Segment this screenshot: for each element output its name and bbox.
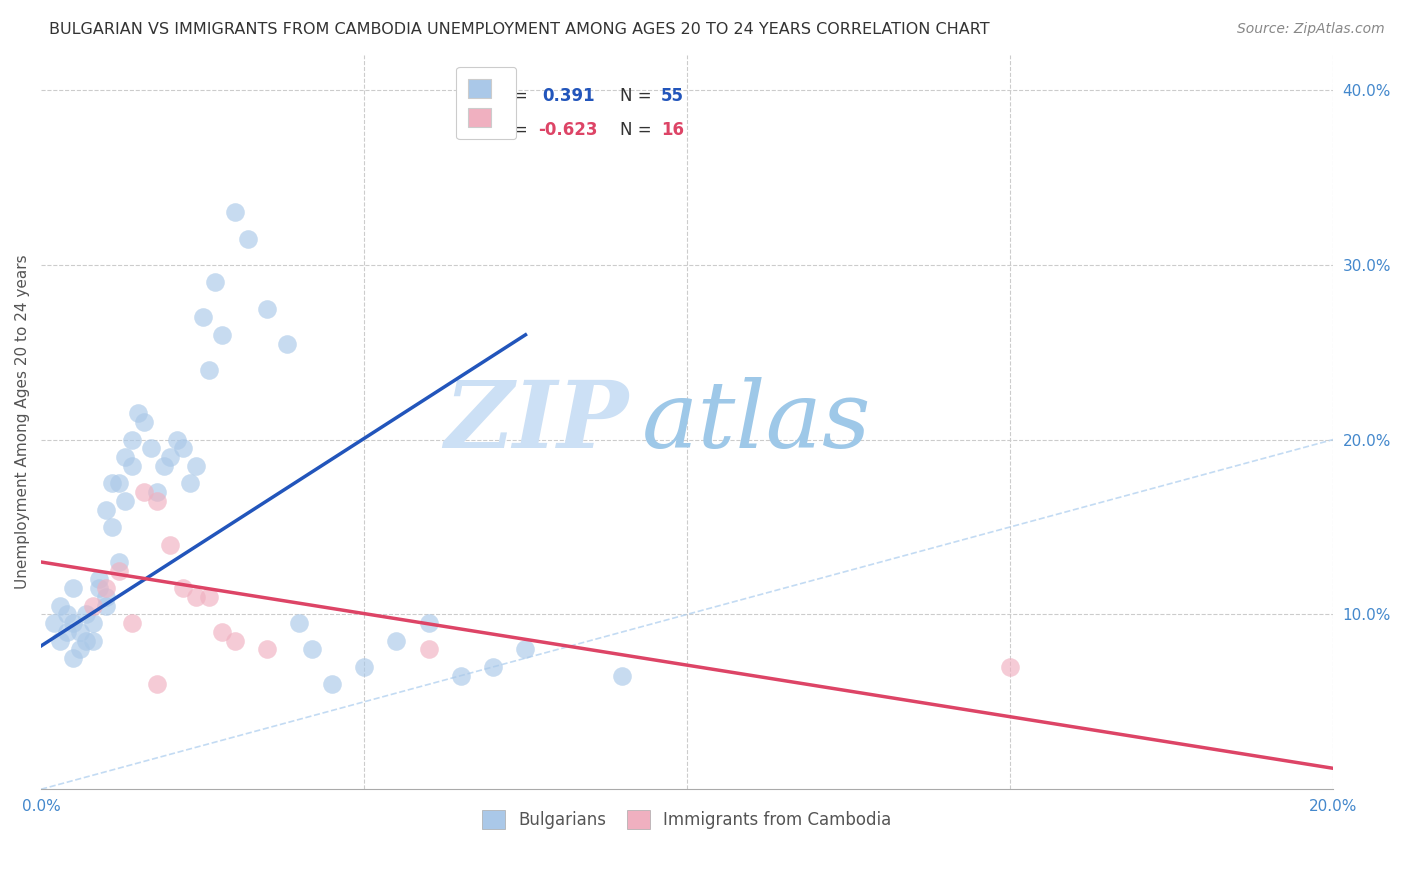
Point [450, 668, 472, 682]
Point [107, 555, 129, 569]
Point [172, 442, 194, 456]
Point [75, 607, 97, 622]
Text: 16: 16 [661, 121, 685, 139]
Point [515, 642, 537, 657]
Point [153, 458, 176, 473]
Text: 0.391: 0.391 [543, 87, 595, 104]
Point [107, 476, 129, 491]
Point [89, 573, 111, 587]
Text: -0.623: -0.623 [538, 121, 598, 139]
Point [121, 458, 143, 473]
Point [107, 564, 129, 578]
Point [211, 624, 233, 639]
Point [42, 616, 65, 631]
Point [134, 415, 156, 429]
Point [101, 476, 124, 491]
Point [94, 599, 117, 613]
Point [353, 660, 375, 674]
Point [139, 442, 162, 456]
Text: Source: ZipAtlas.com: Source: ZipAtlas.com [1237, 22, 1385, 37]
Text: N =: N = [620, 87, 657, 104]
Point [184, 590, 207, 604]
Point [172, 581, 194, 595]
Point [49, 599, 72, 613]
Point [75, 633, 97, 648]
Point [256, 301, 278, 316]
Point [166, 433, 188, 447]
Point [89, 581, 111, 595]
Point [94, 581, 117, 595]
Point [236, 232, 259, 246]
Text: 55: 55 [661, 87, 685, 104]
Text: ZIP: ZIP [444, 377, 628, 467]
Point [159, 450, 181, 464]
Point [114, 493, 136, 508]
Point [146, 493, 169, 508]
Point [146, 485, 169, 500]
Text: R =: R = [498, 87, 533, 104]
Point [276, 336, 298, 351]
Point [612, 668, 634, 682]
Text: atlas: atlas [641, 377, 872, 467]
Point [127, 406, 149, 420]
Point [94, 502, 117, 516]
Point [184, 458, 207, 473]
Point [56, 624, 79, 639]
Point [321, 677, 343, 691]
Point [191, 310, 214, 325]
Point [224, 633, 246, 648]
Legend: Bulgarians, Immigrants from Cambodia: Bulgarians, Immigrants from Cambodia [475, 804, 898, 836]
Point [94, 590, 117, 604]
Point [82, 616, 104, 631]
Point [62, 651, 84, 665]
Point [256, 642, 278, 657]
Point [69, 642, 91, 657]
Point [198, 363, 221, 377]
Point [385, 633, 408, 648]
Point [82, 633, 104, 648]
Point [288, 616, 311, 631]
Point [114, 450, 136, 464]
Point [179, 476, 201, 491]
Text: R =: R = [498, 121, 533, 139]
Point [101, 520, 124, 534]
Point [482, 660, 505, 674]
Point [418, 642, 440, 657]
Point [301, 642, 323, 657]
Point [69, 624, 91, 639]
Point [62, 581, 84, 595]
Point [418, 616, 440, 631]
Point [56, 607, 79, 622]
Text: BULGARIAN VS IMMIGRANTS FROM CAMBODIA UNEMPLOYMENT AMONG AGES 20 TO 24 YEARS COR: BULGARIAN VS IMMIGRANTS FROM CAMBODIA UN… [49, 22, 990, 37]
Point [204, 276, 226, 290]
Text: N =: N = [620, 121, 657, 139]
Point [121, 616, 143, 631]
Point [146, 677, 169, 691]
Point [82, 599, 104, 613]
Point [121, 433, 143, 447]
Point [211, 327, 233, 342]
Point [49, 633, 72, 648]
Y-axis label: Unemployment Among Ages 20 to 24 years: Unemployment Among Ages 20 to 24 years [15, 255, 30, 590]
Point [134, 485, 156, 500]
Point [159, 537, 181, 551]
Point [224, 205, 246, 219]
Point [62, 616, 84, 631]
Point [198, 590, 221, 604]
Point [998, 660, 1021, 674]
